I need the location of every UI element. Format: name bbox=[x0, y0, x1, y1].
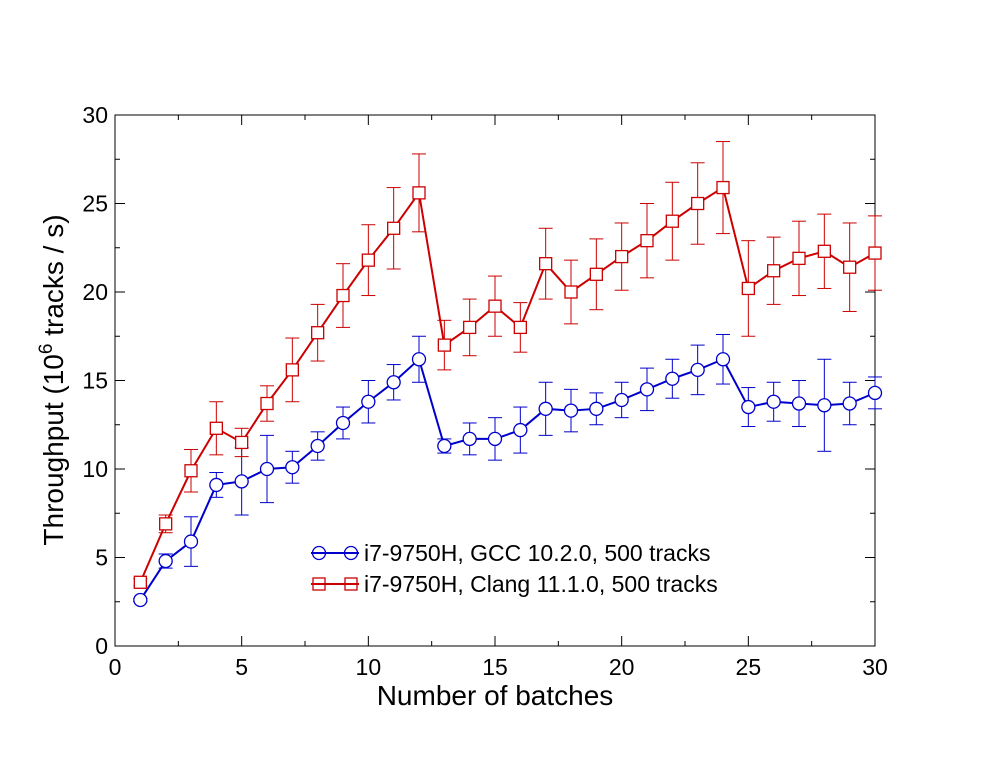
plot-frame bbox=[114, 114, 876, 647]
data-point bbox=[842, 396, 857, 411]
data-point bbox=[513, 320, 527, 335]
legend-marker-clang bbox=[344, 577, 358, 591]
series-line bbox=[139, 185, 876, 583]
data-point bbox=[235, 435, 249, 450]
x-tick-label: 5 bbox=[235, 654, 248, 680]
data-point bbox=[386, 375, 401, 390]
data-point bbox=[285, 363, 299, 377]
data-point bbox=[665, 214, 679, 228]
legend: i7-9750H, GCC 10.2.0, 500 tracks i7-9750… bbox=[311, 540, 718, 597]
data-point bbox=[589, 401, 604, 416]
data-point bbox=[437, 438, 452, 454]
data-point bbox=[311, 326, 325, 340]
legend-entry-gcc: i7-9750H, GCC 10.2.0, 500 tracks bbox=[311, 540, 710, 566]
data-point bbox=[563, 403, 579, 418]
data-point bbox=[741, 281, 755, 296]
y-tick-label: 25 bbox=[82, 191, 108, 217]
y-tick-label: 15 bbox=[82, 368, 108, 394]
x-tick-label: 30 bbox=[862, 654, 888, 680]
x-tick-label: 25 bbox=[736, 654, 762, 680]
series-gcc bbox=[133, 333, 883, 608]
data-point bbox=[715, 352, 731, 367]
data-point bbox=[463, 320, 477, 335]
y-tick-label: 30 bbox=[82, 102, 108, 128]
x-tick-label: 15 bbox=[482, 654, 508, 680]
data-point bbox=[615, 249, 629, 264]
data-point bbox=[335, 415, 351, 431]
data-point bbox=[462, 431, 477, 447]
data-point bbox=[639, 382, 655, 397]
x-tick-label: 10 bbox=[356, 654, 382, 680]
legend-marker-clang bbox=[312, 577, 326, 591]
data-point bbox=[843, 260, 857, 274]
data-point bbox=[133, 592, 148, 608]
data-point bbox=[133, 575, 147, 589]
data-point bbox=[817, 244, 831, 258]
data-point bbox=[387, 221, 401, 235]
data-point bbox=[488, 299, 502, 313]
y-axis-label-suffix: tracks / s) bbox=[38, 214, 69, 343]
data-point bbox=[411, 352, 427, 367]
data-point bbox=[766, 394, 781, 409]
legend-label-clang: i7-9750H, Clang 11.1.0, 500 tracks bbox=[364, 571, 718, 597]
data-point bbox=[792, 251, 806, 266]
y-tick-label: 5 bbox=[95, 545, 108, 571]
data-point bbox=[336, 288, 350, 303]
y-tick-label: 20 bbox=[82, 279, 108, 305]
legend-marker-gcc bbox=[343, 545, 359, 561]
data-point bbox=[767, 264, 781, 278]
data-point bbox=[159, 517, 173, 531]
data-point bbox=[285, 460, 300, 475]
legend-marker-gcc bbox=[311, 545, 327, 561]
data-point bbox=[817, 398, 832, 413]
data-point bbox=[361, 394, 376, 409]
data-point bbox=[209, 421, 223, 435]
y-axis-label-prefix: Throughput (10 bbox=[38, 354, 69, 545]
x-axis-ticks: 0 5 10 15 20 25 30 bbox=[109, 115, 888, 680]
x-axis-label: Number of batches bbox=[377, 680, 614, 711]
data-point bbox=[691, 196, 705, 211]
data-point bbox=[741, 399, 756, 415]
data-point bbox=[564, 285, 578, 299]
data-point bbox=[791, 396, 807, 411]
data-point bbox=[259, 461, 275, 477]
data-point bbox=[640, 234, 654, 248]
data-point bbox=[665, 371, 680, 386]
y-axis-label: Throughput (106 tracks / s) bbox=[36, 214, 69, 545]
y-tick-label: 10 bbox=[82, 456, 108, 482]
data-point bbox=[538, 401, 553, 416]
data-point bbox=[361, 253, 375, 267]
data-point bbox=[209, 477, 224, 493]
x-tick-label: 20 bbox=[609, 654, 635, 680]
data-point bbox=[614, 392, 629, 408]
data-point bbox=[867, 385, 883, 401]
data-point bbox=[158, 553, 173, 569]
data-point bbox=[690, 362, 705, 378]
data-point bbox=[184, 464, 198, 478]
y-axis-ticks: 0 5 10 15 20 25 30 bbox=[82, 102, 875, 659]
data-point bbox=[716, 180, 730, 195]
y-axis-label-exponent: 6 bbox=[36, 344, 57, 355]
series-layer bbox=[133, 141, 883, 608]
series-clang bbox=[133, 141, 882, 589]
data-point bbox=[260, 396, 274, 411]
data-point bbox=[539, 257, 553, 271]
data-point bbox=[412, 186, 426, 200]
data-point bbox=[310, 438, 325, 454]
data-point bbox=[589, 267, 603, 281]
y-tick-label: 0 bbox=[95, 633, 108, 659]
data-point bbox=[487, 431, 503, 447]
data-point bbox=[868, 246, 882, 260]
data-point bbox=[183, 534, 199, 549]
legend-entry-clang: i7-9750H, Clang 11.1.0, 500 tracks bbox=[311, 571, 718, 597]
data-point bbox=[234, 474, 249, 489]
legend-label-gcc: i7-9750H, GCC 10.2.0, 500 tracks bbox=[364, 540, 710, 566]
x-tick-label: 0 bbox=[109, 654, 122, 680]
data-point bbox=[437, 338, 451, 352]
data-point bbox=[513, 422, 528, 438]
